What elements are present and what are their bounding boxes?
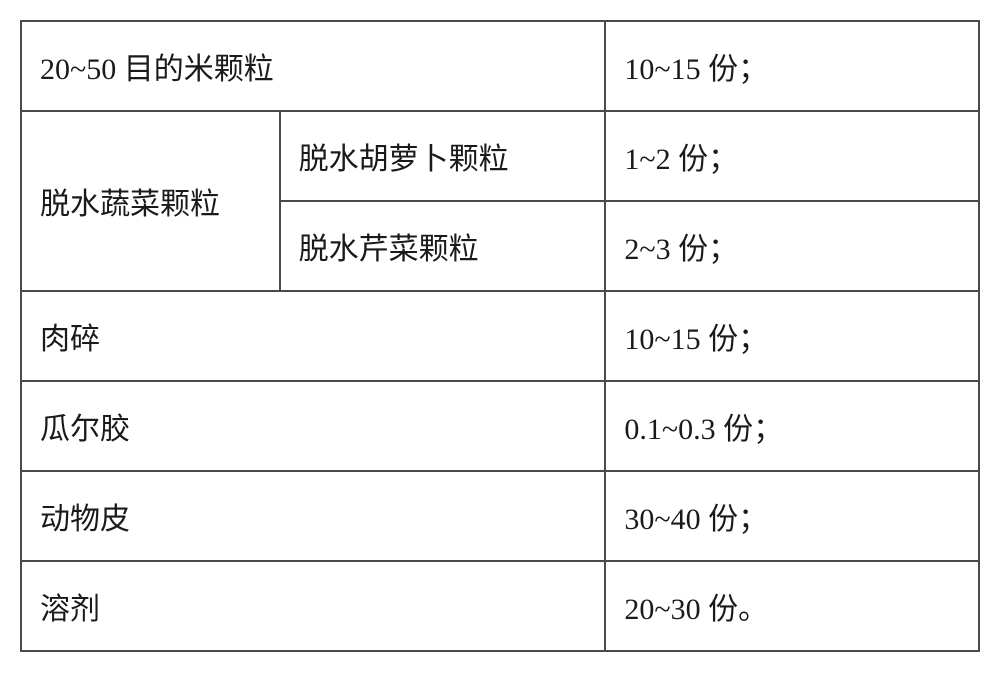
ingredient-amount: 10~15 份； — [605, 21, 979, 111]
ingredient-sub-label: 脱水芹菜颗粒 — [280, 201, 606, 291]
ingredient-amount: 0.1~0.3 份； — [605, 381, 979, 471]
ingredient-label: 肉碎 — [21, 291, 605, 381]
ingredients-table-container: 20~50 目的米颗粒 10~15 份； 脱水蔬菜颗粒 脱水胡萝卜颗粒 1~2 … — [20, 20, 980, 652]
ingredient-label: 20~50 目的米颗粒 — [21, 21, 605, 111]
table-row: 溶剂 20~30 份。 — [21, 561, 979, 651]
ingredient-label: 动物皮 — [21, 471, 605, 561]
ingredient-amount: 30~40 份； — [605, 471, 979, 561]
ingredient-amount: 20~30 份。 — [605, 561, 979, 651]
table-row: 瓜尔胶 0.1~0.3 份； — [21, 381, 979, 471]
ingredient-sub-label: 脱水胡萝卜颗粒 — [280, 111, 606, 201]
table-row: 肉碎 10~15 份； — [21, 291, 979, 381]
ingredient-label: 瓜尔胶 — [21, 381, 605, 471]
table-row: 脱水蔬菜颗粒 脱水胡萝卜颗粒 1~2 份； — [21, 111, 979, 201]
ingredient-amount: 2~3 份； — [605, 201, 979, 291]
ingredient-amount: 10~15 份； — [605, 291, 979, 381]
table-row: 动物皮 30~40 份； — [21, 471, 979, 561]
ingredient-label: 溶剂 — [21, 561, 605, 651]
table-row: 20~50 目的米颗粒 10~15 份； — [21, 21, 979, 111]
ingredient-group-label: 脱水蔬菜颗粒 — [21, 111, 280, 291]
ingredient-amount: 1~2 份； — [605, 111, 979, 201]
ingredients-table: 20~50 目的米颗粒 10~15 份； 脱水蔬菜颗粒 脱水胡萝卜颗粒 1~2 … — [20, 20, 980, 652]
